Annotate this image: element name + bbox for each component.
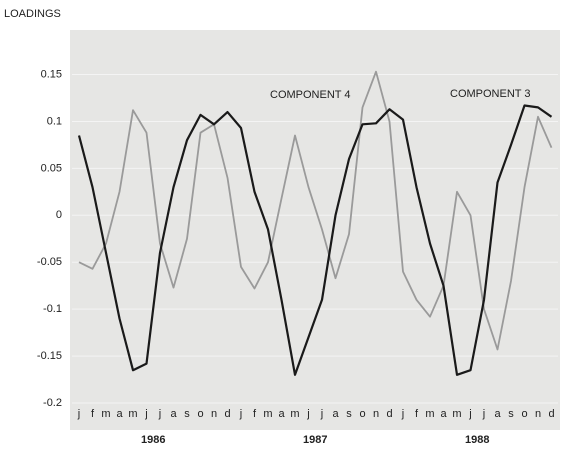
x-tick-label: m — [290, 408, 299, 420]
x-tick-label: j — [144, 408, 147, 420]
x-tick-label: s — [346, 408, 352, 420]
x-tick-label: d — [224, 408, 230, 420]
x-tick-label: a — [278, 408, 285, 420]
plot-background — [70, 30, 560, 430]
x-tick-label: j — [482, 408, 485, 420]
x-tick-label: n — [211, 408, 217, 420]
x-tick-label: o — [521, 408, 527, 420]
x-tick-label: a — [170, 408, 177, 420]
series-line — [78, 70, 553, 351]
x-tick-label: n — [373, 408, 379, 420]
x-tick-label: a — [440, 408, 447, 420]
y-tick-label: 0.1 — [47, 115, 62, 127]
year-label: 1988 — [465, 434, 489, 446]
x-tick-label: o — [359, 408, 365, 420]
x-tick-label: d — [386, 408, 392, 420]
x-tick-label: j — [239, 408, 242, 420]
x-tick-label: a — [116, 408, 123, 420]
y-tick-label: -0.15 — [37, 350, 62, 362]
x-tick-label: a — [332, 408, 339, 420]
x-tick-label: j — [401, 408, 404, 420]
x-tick-label: j — [77, 408, 80, 420]
x-tick-label: j — [158, 408, 161, 420]
series-line — [77, 104, 553, 376]
x-tick-label: s — [184, 408, 190, 420]
x-tick-label: o — [197, 408, 203, 420]
y-tick-label: 0.15 — [41, 68, 62, 80]
y-axis-label: LOADINGS — [4, 8, 61, 20]
x-tick-label: j — [468, 408, 471, 420]
x-tick-label: m — [101, 408, 110, 420]
x-tick-label: f — [91, 408, 95, 420]
year-label: 1987 — [303, 434, 327, 446]
x-tick-label: j — [320, 408, 323, 420]
series-annotation: COMPONENT 4 — [270, 89, 350, 101]
y-tick-label: 0 — [56, 209, 62, 221]
series-annotation: COMPONENT 3 — [450, 88, 530, 100]
y-tick-label: -0.05 — [37, 256, 62, 268]
x-tick-label: f — [253, 408, 257, 420]
x-tick-label: d — [548, 408, 554, 420]
x-tick-label: n — [535, 408, 541, 420]
y-tick-label: -0.1 — [43, 303, 62, 315]
x-tick-label: m — [452, 408, 461, 420]
x-tick-label: a — [494, 408, 501, 420]
y-tick-label: 0.05 — [41, 162, 62, 174]
y-tick-label: -0.2 — [43, 397, 62, 409]
x-tick-label: f — [415, 408, 419, 420]
x-tick-label: m — [263, 408, 272, 420]
x-tick-label: m — [425, 408, 434, 420]
x-tick-label: j — [306, 408, 309, 420]
x-tick-label: m — [128, 408, 137, 420]
year-label: 1986 — [141, 434, 165, 446]
x-tick-label: s — [508, 408, 514, 420]
